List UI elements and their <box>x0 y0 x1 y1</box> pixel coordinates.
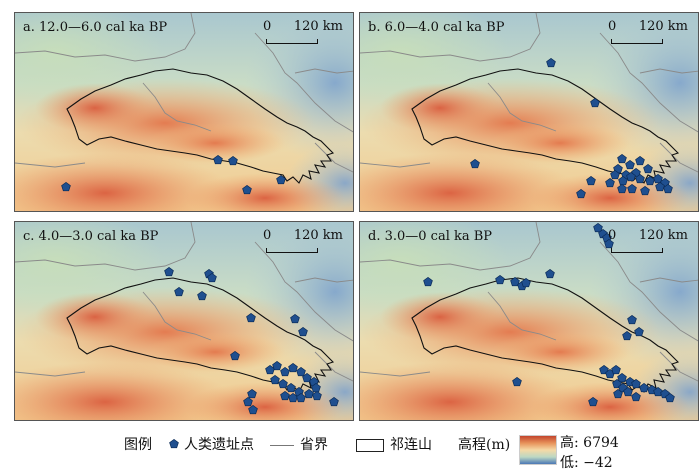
elevation-colorbar <box>519 435 557 465</box>
legend-province: 省界 <box>270 434 328 454</box>
scale-bar-line <box>266 248 318 253</box>
scale-distance: 120 km <box>638 19 688 34</box>
panel-title-b: b. 6.0—4.0 cal ka BP <box>368 20 505 35</box>
scale-bar-b: 0 120 km <box>608 19 688 53</box>
province-line-icon <box>270 444 294 446</box>
scale-zero: 0 <box>608 228 617 243</box>
scale-distance: 120 km <box>638 228 688 243</box>
map-legend: 图例 人类遗址点 省界 祁连山 高程(m) 高: 6794 低: −42 <box>0 428 700 471</box>
legend-title: 图例 <box>124 437 152 453</box>
panel-title-d: d. 3.0—0 cal ka BP <box>368 229 493 244</box>
scale-bar-d: 0 120 km <box>608 228 688 262</box>
site-marker-icon <box>169 438 179 449</box>
scale-zero: 0 <box>608 19 617 34</box>
map-panel-c: c. 4.0—3.0 cal ka BP 0 120 km <box>14 221 354 421</box>
elevation-low-label: 低: −42 <box>560 455 613 471</box>
legend-range-label: 祁连山 <box>390 437 432 453</box>
scale-bar-line <box>611 248 663 253</box>
scale-bar-line <box>611 39 663 44</box>
elevation-high-label: 高: 6794 <box>560 435 619 451</box>
legend-site: 人类遗址点 <box>168 434 254 454</box>
scale-bar-c: 0 120 km <box>263 228 343 262</box>
scale-zero: 0 <box>263 228 272 243</box>
panel-title-a: a. 12.0—6.0 cal ka BP <box>23 20 168 35</box>
panel-title-c: c. 4.0—3.0 cal ka BP <box>23 229 159 244</box>
legend-range: 祁连山 <box>356 434 432 454</box>
legend-province-label: 省界 <box>300 437 328 453</box>
map-panel-b: b. 6.0—4.0 cal ka BP 0 120 km <box>359 12 699 212</box>
legend-elevation-label: 高程(m) <box>458 437 511 453</box>
scale-zero: 0 <box>263 19 272 34</box>
map-panel-d: d. 3.0—0 cal ka BP 0 120 km <box>359 221 699 421</box>
map-panel-a: a. 12.0—6.0 cal ka BP 0 120 km <box>14 12 354 212</box>
scale-distance: 120 km <box>293 228 343 243</box>
legend-site-label: 人类遗址点 <box>184 437 254 453</box>
scale-bar-a: 0 120 km <box>263 19 343 53</box>
scale-bar-line <box>266 39 318 44</box>
scale-distance: 120 km <box>293 19 343 34</box>
range-outline-icon <box>356 438 384 452</box>
